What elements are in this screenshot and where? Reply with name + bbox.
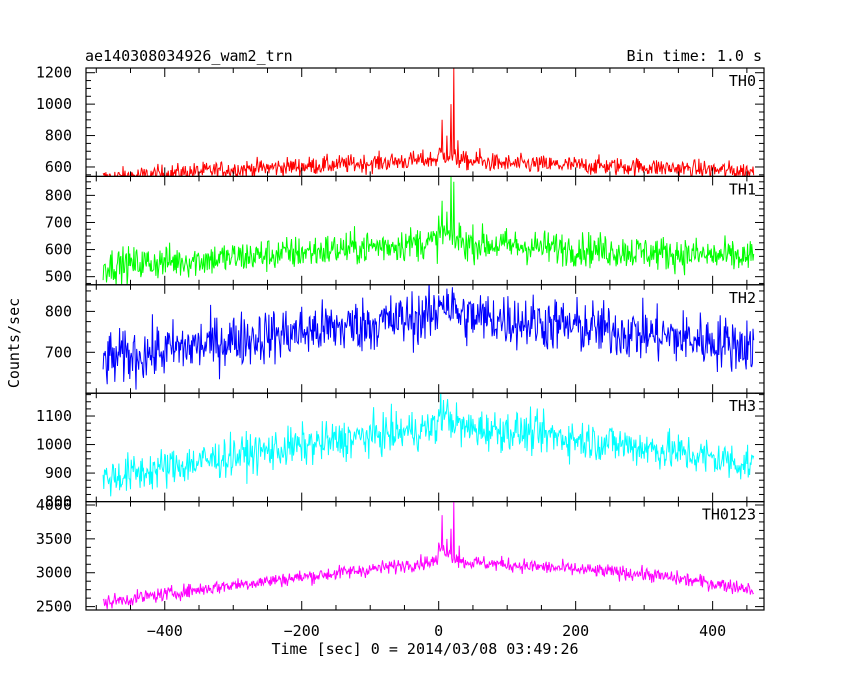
- y-tick-label: 800: [45, 186, 72, 204]
- panel-label-th0: TH0: [729, 72, 756, 90]
- x-axis-label: Time [sec] 0 = 2014/03/08 03:49:26: [271, 640, 578, 658]
- series-th1-line: [102, 176, 755, 285]
- y-tick-label: 700: [45, 343, 72, 361]
- panel-label-th3: TH3: [729, 397, 756, 415]
- panels-group: TH0 600 800 1000 1200 TH1 500 600 700 800 TH2 700 80…: [36, 64, 765, 640]
- y-tick-label: 500: [45, 268, 72, 286]
- panel-th0: TH0 600 800 1000 1200: [36, 64, 765, 178]
- chart-title: ae140308034926_wam2_trn: [85, 47, 293, 65]
- y-tick-label: 800: [45, 493, 72, 511]
- y-tick-label: 1200: [36, 64, 72, 82]
- x-tick-label: 0: [434, 622, 443, 640]
- y-tick-label: 1100: [36, 407, 72, 425]
- y-tick-label: 1000: [36, 436, 72, 454]
- series-th3-line: [102, 393, 755, 497]
- x-tick-label: −400: [147, 622, 183, 640]
- y-tick-label: 600: [45, 158, 72, 176]
- bin-time-label: Bin time: 1.0 s: [627, 47, 762, 65]
- x-tick-label: 200: [562, 622, 589, 640]
- y-axis-label: Counts/sec: [5, 298, 23, 388]
- y-tick-label: 700: [45, 213, 72, 231]
- panel-th2: TH2 700 800: [45, 284, 765, 394]
- y-tick-label: 600: [45, 241, 72, 259]
- y-tick-label: 4000: [36, 496, 72, 514]
- panel-label-th0123: TH0123: [702, 506, 756, 524]
- series-th0-line: [102, 68, 755, 177]
- y-tick-label: 900: [45, 464, 72, 482]
- y-tick-label: 2500: [36, 598, 72, 616]
- panel-label-th1: TH1: [729, 180, 756, 198]
- y-tick-label: 1000: [36, 95, 72, 113]
- x-tick-label: 400: [699, 622, 726, 640]
- panel-th0123: TH0123 2500 3000 3500 4000: [36, 496, 765, 616]
- y-tick-label: 800: [45, 127, 72, 145]
- panel-th1: TH1 500 600 700 800: [45, 175, 765, 286]
- series-th2-line: [102, 284, 755, 390]
- y-tick-label: 3500: [36, 530, 72, 548]
- y-tick-label: 3000: [36, 564, 72, 582]
- series-th0123-line: [102, 501, 754, 610]
- x-tick-label: −200: [284, 622, 320, 640]
- panel-label-th2: TH2: [729, 289, 756, 307]
- panel-th3: TH3 800 900 1000 1100: [36, 392, 765, 511]
- y-tick-label: 800: [45, 302, 72, 320]
